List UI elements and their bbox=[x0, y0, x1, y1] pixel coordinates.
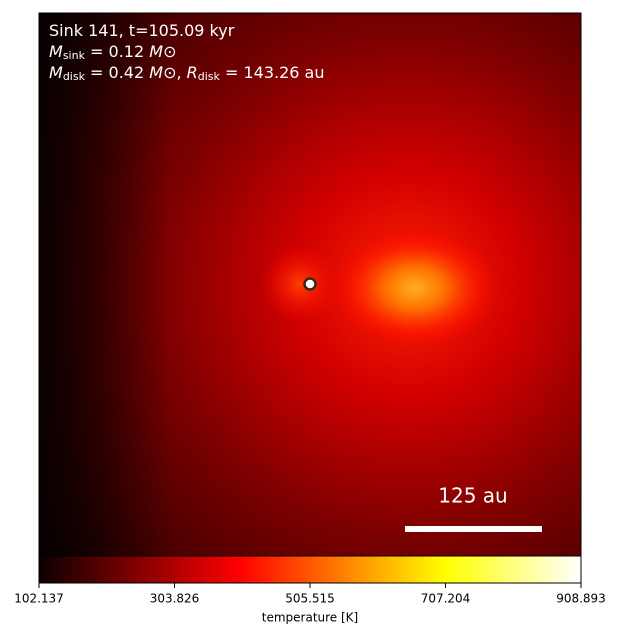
annotation-part: = 0.12 bbox=[85, 42, 149, 61]
temperature-map bbox=[39, 13, 581, 556]
annotation-line: Sink 141, t=105.09 kyr bbox=[49, 21, 235, 40]
annotation-line: Mdisk = 0.42 M⊙, Rdisk = 143.26 au bbox=[49, 63, 325, 84]
colorbar-tick-label: 102.137 bbox=[14, 592, 64, 606]
colorbar-tick-label: 303.826 bbox=[150, 592, 200, 606]
annotation-part: , bbox=[176, 63, 186, 82]
annotation-part: ⊙ bbox=[163, 63, 176, 82]
annotation-part: = 0.42 bbox=[85, 63, 149, 82]
colorbar-tick-label: 707.204 bbox=[421, 592, 471, 606]
sink-marker bbox=[303, 277, 317, 291]
annotation-line: Msink = 0.12 M⊙ bbox=[49, 42, 176, 63]
annotation-part: disk bbox=[63, 70, 86, 83]
annotation-part: sink bbox=[63, 49, 86, 62]
colorbar-label: temperature [K] bbox=[262, 611, 358, 625]
scale-bar bbox=[405, 526, 542, 532]
annotation-part: M bbox=[49, 63, 63, 82]
scale-bar-label: 125 au bbox=[438, 484, 507, 508]
annotation-part: M bbox=[49, 42, 63, 61]
colorbar-tick-label: 505.515 bbox=[285, 592, 335, 606]
annotation-part: M bbox=[149, 42, 163, 61]
annotation-part: disk bbox=[198, 70, 221, 83]
annotation-part: Sink 141, t=105.09 kyr bbox=[49, 21, 235, 40]
colorbar bbox=[38, 555, 582, 584]
annotation-part: = 143.26 au bbox=[220, 63, 325, 82]
annotation-part: ⊙ bbox=[163, 42, 176, 61]
annotation-part: M bbox=[149, 63, 163, 82]
annotation-part: R bbox=[187, 63, 198, 82]
colorbar-tick-label: 908.893 bbox=[556, 592, 606, 606]
